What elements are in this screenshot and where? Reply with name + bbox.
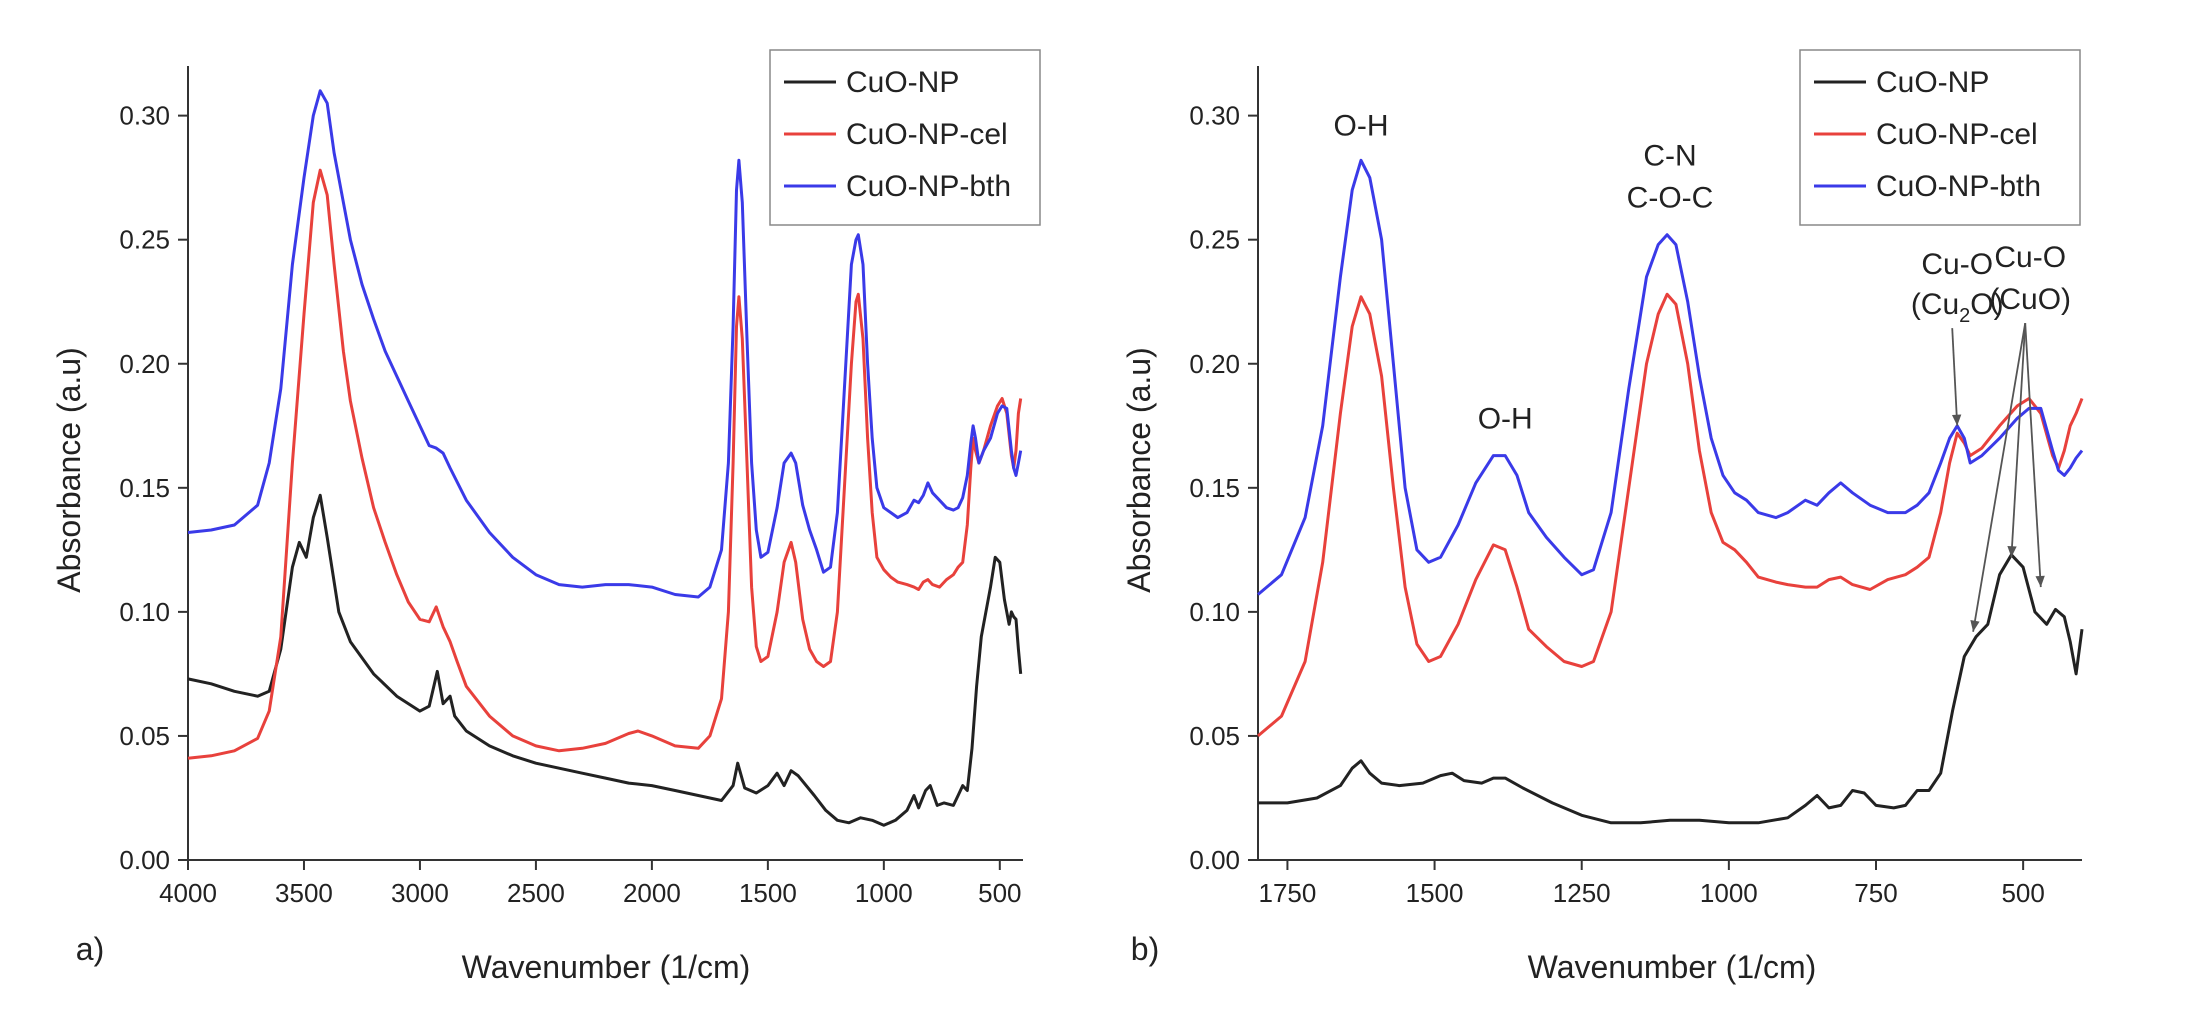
panel-a-y-tick-label: 0.30 [119,101,170,131]
panel-b-y-tick-label: 0.20 [1189,349,1240,379]
panel-b-y-tick-label: 0.25 [1189,225,1240,255]
panel-a-legend-label: CuO-NP-cel [846,118,1008,151]
panel-b-x-tick-label: 1000 [1700,878,1758,908]
panel-b-y-axis-title: Absorbance (a.u) [1121,347,1157,592]
panel-b-annotation: C-N C-O-C [1627,139,1714,214]
panel-b-series-cuo-np-bth [1257,158,2084,596]
panel-a-x-tick-label: 500 [978,878,1021,908]
panel-a-x-axis-title: Wavenumber (1/cm) [462,949,751,985]
annotation-subscript: 2 [1959,305,1970,327]
panel-b-y-tick-label: 0.10 [1189,597,1240,627]
panel-a-label: a) [76,931,104,967]
annotation-text-part: (Cu [1911,288,1959,321]
panel-a-chart: 4000 3500 3000 2500 2000 1500 1000 500 0.00 0.05 0… [51,49,1041,985]
panel-b-annotation: O-H [1334,109,1389,142]
annotation-arrow [2010,323,2027,558]
annotation-arrowhead [2007,545,2017,558]
annotation-arrow [1951,328,1959,426]
annotation-text: Cu-O [1921,248,1993,281]
panel-a-y-tick-label: 0.25 [119,225,170,255]
panel-a-x-tick-label: 3000 [391,878,449,908]
panel-b-y-tick-label: 0.05 [1189,721,1240,751]
annotation-text: C-N [1643,139,1696,172]
panel-a-x-tick-label: 1000 [855,878,913,908]
panel-a-y-tick-label: 0.20 [119,349,170,379]
panel-a-y-axis-title: Absorbance (a.u) [51,347,87,592]
annotation-text: C-O-C [1627,181,1714,214]
panel-b-annotation: Cu-O (CuO) [1970,241,2071,632]
panel-a-legend-label: CuO-NP [846,66,959,99]
panel-a-series-cuo-np-cel [187,168,1023,760]
panel-a-x-tick-label: 1500 [739,878,797,908]
panel-b-label: b) [1131,931,1159,967]
panel-b-x-axis-title: Wavenumber (1/cm) [1528,949,1817,985]
annotation-arrowhead [2035,575,2045,588]
panel-b-legend-label: CuO-NP-bth [1876,170,2041,203]
annotation-arrowhead [1970,620,1980,632]
panel-a-legend-box [769,49,1041,226]
panel-b-x-tick-label: 1750 [1259,878,1317,908]
panel-b-legend: CuO-NP CuO-NP-cel CuO-NP-bth [1799,49,2081,226]
annotation-text: (Cu2O) [1911,288,2004,327]
panel-b-legend-label: CuO-NP [1876,66,1989,99]
panel-a-y-tick-label: 0.00 [119,845,170,875]
annotation-text: (CuO) [1989,283,2071,316]
panel-b-x-tick-label: 500 [2001,878,2044,908]
panel-b-x-tick-label: 750 [1854,878,1897,908]
panel-a-x-tick-label: 3500 [275,878,333,908]
annotation-arrowhead [1951,414,1962,426]
panel-a-x-tick-label: 4000 [159,878,217,908]
panel-a-series-cuo-np [187,493,1023,827]
annotation-arrow [2024,323,2042,588]
panel-b-y-tick-label: 0.00 [1189,845,1240,875]
annotation-text: Cu-O [1994,241,2066,274]
annotation-text: O-H [1478,402,1533,435]
panel-a-y-tick-label: 0.05 [119,721,170,751]
panel-b-y-tick-label: 0.30 [1189,101,1240,131]
annotation-text: O-H [1334,109,1389,142]
panel-b-legend-box [1799,49,2081,226]
panel-a-y-tick-label: 0.15 [119,473,170,503]
panel-b-chart: 1750 1500 1250 1000 750 500 0.00 0.05 0.10 0.15 0.… [1121,49,2084,985]
panel-b-annotation: O-H [1478,402,1533,435]
panel-b-annotation: Cu-O (Cu2O) [1911,248,2004,426]
panel-b-legend-label: CuO-NP-cel [1876,118,2038,151]
annotation-text-part: O) [1970,288,2003,321]
panel-b-y-tick-label: 0.15 [1189,473,1240,503]
panel-b-x-tick-label: 1500 [1406,878,1464,908]
panel-b-x-tick-label: 1250 [1553,878,1611,908]
panel-a-legend-label: CuO-NP-bth [846,170,1011,203]
panel-b-series-cuo-np [1258,553,2084,825]
panel-a-x-tick-label: 2000 [623,878,681,908]
panel-a-legend: CuO-NP CuO-NP-cel CuO-NP-bth [769,49,1041,226]
panel-b-series-cuo-np-cel [1257,292,2084,738]
panel-a-series-cuo-np-bth [187,89,1023,599]
annotation-arrow [1972,323,2027,632]
panel-a-x-tick-label: 2500 [507,878,565,908]
panel-a-y-tick-label: 0.10 [119,597,170,627]
